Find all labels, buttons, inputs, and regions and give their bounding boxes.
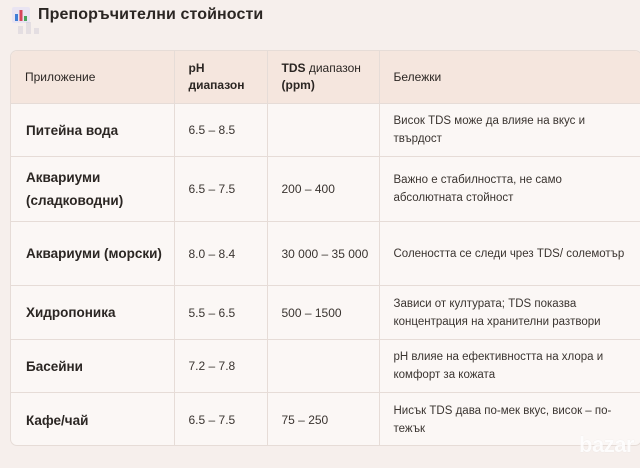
tds-cell: 30 000 – 35 000 xyxy=(266,221,379,286)
table-row: Аквариуми (морски) 8.0 – 8.4 30 000 – 35… xyxy=(11,221,640,286)
notes-cell: pH влияе на ефективността на хлора и ком… xyxy=(378,339,640,393)
table-row: Басейни 7.2 – 7.8 pH влияе на ефективнос… xyxy=(11,339,640,393)
notes-cell: Важно е стабилността, не само абсолютнат… xyxy=(378,156,640,222)
tds-cell xyxy=(266,339,379,393)
page-header: Препоръчителни стойности xyxy=(12,4,263,26)
ph-cell: 6.5 – 7.5 xyxy=(173,392,267,445)
application-cell: Питейна вода xyxy=(11,103,174,157)
notes-cell: Висок TDS може да влияе на вкус и твърдо… xyxy=(378,103,640,157)
application-cell: Хидропоника xyxy=(11,285,174,340)
recommended-values-table: Приложение pH диапазон TDS диапазон (ppm… xyxy=(11,51,640,445)
bazar-watermark: bazar xyxy=(579,432,634,457)
application-cell: Басейни xyxy=(11,339,174,393)
ph-cell: 6.5 – 8.5 xyxy=(173,103,267,157)
application-cell: Кафе/чай xyxy=(26,412,89,428)
tds-cell: 200 – 400 xyxy=(266,156,379,222)
table-header-row: Приложение pH диапазон TDS диапазон (ppm… xyxy=(11,51,640,104)
table-row: Кафе/чай 6.5 – 7.5 75 – 250 Нисък TDS да… xyxy=(11,392,640,445)
table-row: Хидропоника 5.5 – 6.5 500 – 1500 Зависи … xyxy=(11,285,640,340)
ph-cell: 6.5 – 7.5 xyxy=(173,156,267,222)
table-row: Питейна вода 6.5 – 8.5 Висок TDS може да… xyxy=(11,103,640,157)
column-header-ph: pH диапазон xyxy=(173,51,267,104)
tds-cell: 75 – 250 xyxy=(266,392,379,445)
tds-cell: 500 – 1500 xyxy=(266,285,379,340)
ph-cell: 5.5 – 6.5 xyxy=(173,285,267,340)
table-row: Аквариуми (сладководни) 6.5 – 7.5 200 – … xyxy=(11,156,640,222)
application-cell: Аквариуми (сладководни) xyxy=(11,156,174,222)
notes-cell: Солеността се следи чрез TDS/ солемотър xyxy=(378,221,640,286)
page-title: Препоръчителни стойности xyxy=(38,6,264,23)
column-header-notes: Бележки xyxy=(378,51,640,104)
ph-cell: 8.0 – 8.4 xyxy=(173,221,267,286)
faded-chart-icon xyxy=(18,22,39,34)
bar-chart-icon xyxy=(12,7,30,23)
column-header-application: Приложение xyxy=(11,51,174,104)
notes-cell: Зависи от културата; TDS показва концент… xyxy=(378,285,640,340)
values-table-card: Приложение pH диапазон TDS диапазон (ppm… xyxy=(10,50,640,446)
notes-cell: Нисък TDS дава по-мек вкус, висок – по-т… xyxy=(378,392,640,445)
application-cell: Аквариуми (морски) xyxy=(11,221,174,286)
ph-cell: 7.2 – 7.8 xyxy=(173,339,267,393)
column-header-tds: TDS диапазон (ppm) xyxy=(266,51,379,104)
tds-cell xyxy=(266,103,379,157)
